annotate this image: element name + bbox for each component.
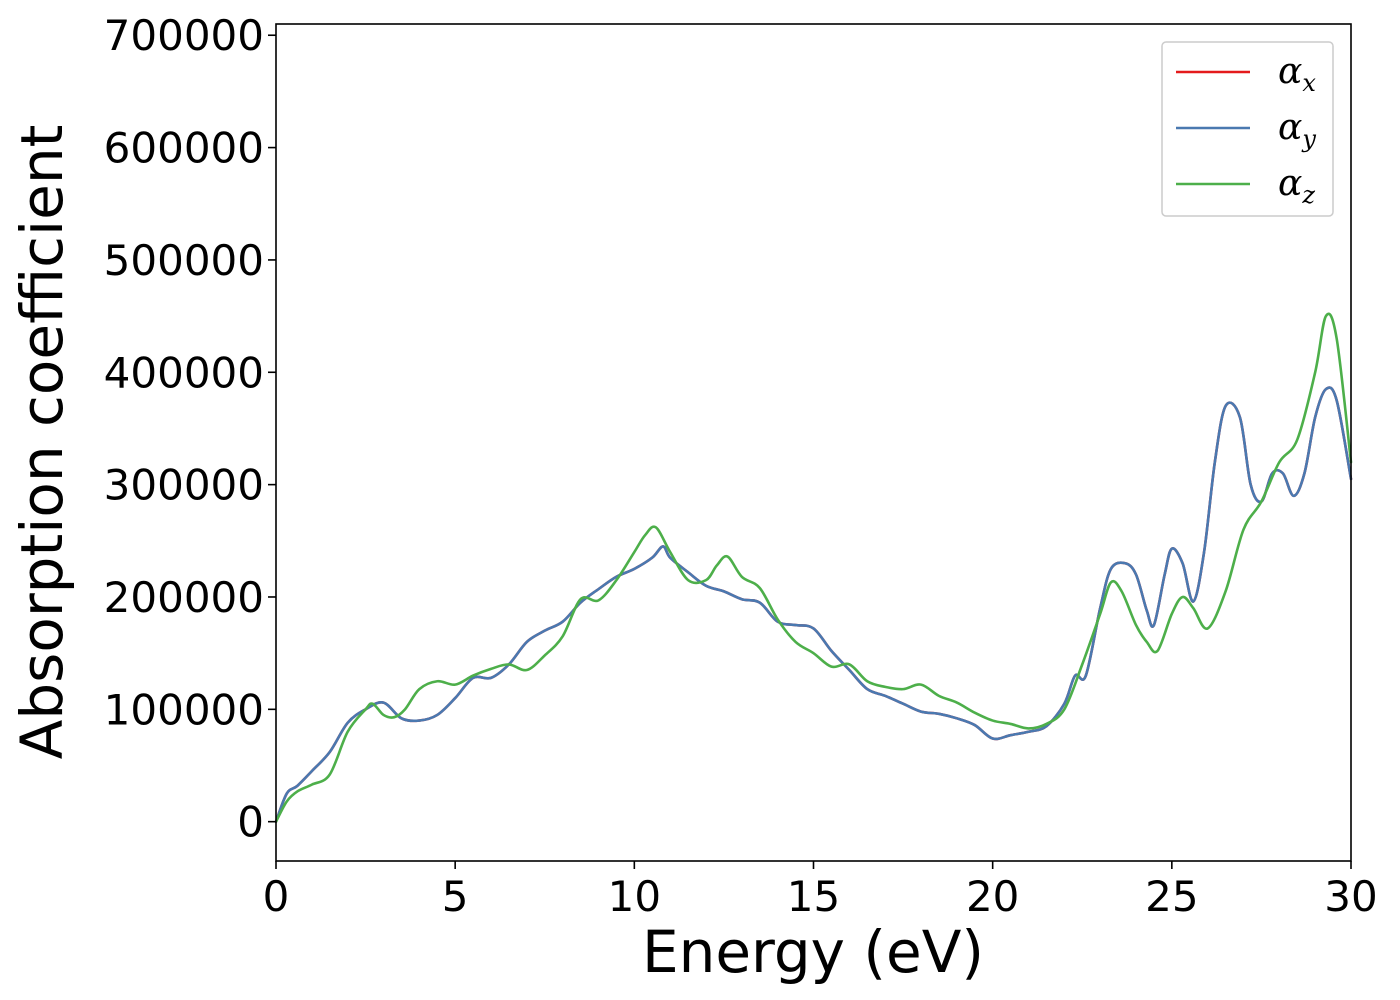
x-tick-label: 25 — [1145, 872, 1198, 921]
y-tick-label: 100000 — [104, 685, 264, 734]
legend-label-subscript: y — [1301, 125, 1316, 153]
y-tick-label: 500000 — [104, 236, 264, 285]
series-line-z — [274, 312, 1353, 823]
y-tick-label: 300000 — [104, 461, 264, 510]
x-tick-label: 0 — [263, 872, 290, 921]
legend-label-subscript: z — [1301, 181, 1315, 209]
series-lines — [274, 312, 1353, 823]
x-axis-label: Energy (eV) — [642, 918, 984, 986]
legend-label-base: α — [1278, 107, 1302, 148]
y-axis-ticks: 0 100000 200000 300000 400000 500000 600000 700… — [104, 11, 276, 847]
legend-label-y: αy — [1278, 107, 1316, 153]
y-axis-label: Absorption coefficient — [8, 125, 76, 760]
x-tick-label: 15 — [787, 872, 840, 921]
legend-label-x: αx — [1278, 51, 1316, 97]
legend-label-base: α — [1278, 51, 1302, 92]
x-tick-label: 10 — [608, 872, 661, 921]
y-tick-label: 0 — [237, 798, 264, 847]
legend-label-z: αz — [1278, 163, 1315, 209]
y-tick-label: 400000 — [104, 348, 264, 397]
y-tick-label: 700000 — [104, 11, 264, 60]
y-tick-label: 200000 — [104, 573, 264, 622]
legend-label-base: α — [1278, 163, 1302, 204]
x-tick-label: 5 — [442, 872, 469, 921]
series-line-y — [274, 386, 1353, 823]
y-tick-label: 600000 — [104, 124, 264, 173]
x-tick-label: 20 — [966, 872, 1019, 921]
x-tick-label: 30 — [1324, 872, 1377, 921]
legend-label-subscript: x — [1302, 69, 1316, 97]
x-axis-ticks: 0 5 10 15 20 25 30 — [263, 861, 1378, 921]
